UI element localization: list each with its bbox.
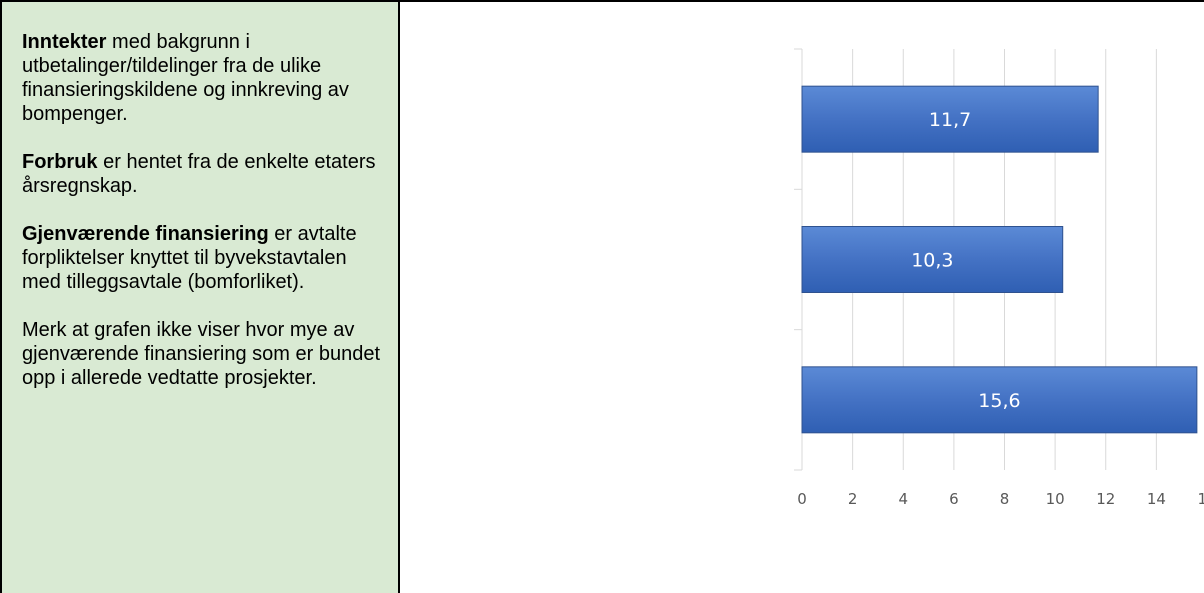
x-tick-label: 8 <box>1000 490 1010 508</box>
x-tick-label: 10 <box>1046 490 1065 508</box>
paragraph: Gjenværende finansiering er avtalte forp… <box>22 222 386 294</box>
bar <box>801 366 1198 434</box>
data-label: 10,3 <box>911 250 953 272</box>
paragraph-text: med bakgrunn i utbetalinger/tildelinger … <box>22 31 349 125</box>
x-tick-label: 16 <box>1197 490 1204 508</box>
paragraph-text: er hentet fra de enkelte etaters årsregn… <box>22 151 376 197</box>
x-tick-label: 2 <box>848 490 858 508</box>
bold-term: Gjenværende finansiering <box>22 223 269 245</box>
x-tick-label: 12 <box>1096 490 1115 508</box>
x-tick-label: 6 <box>949 490 959 508</box>
data-label: 11,7 <box>929 109 971 131</box>
x-tick-label: 0 <box>797 490 807 508</box>
paragraph-text: Merk at grafen ikke viser hvor mye av gj… <box>22 319 380 389</box>
paragraph: Forbruk er hentet fra de enkelte etaters… <box>22 150 386 198</box>
bar <box>801 226 1064 293</box>
bold-term: Forbruk <box>22 151 98 173</box>
bold-term: Inntekter <box>22 31 107 53</box>
data-label: 15,6 <box>978 390 1020 412</box>
text-panel: Inntekter med bakgrunn i utbetalinger/ti… <box>2 2 400 593</box>
x-tick-label: 4 <box>898 490 908 508</box>
paragraph-text: er avtalte forpliktelser knyttet til byv… <box>22 223 357 293</box>
x-tick-label: 14 <box>1147 490 1166 508</box>
paragraph: Inntekter med bakgrunn i utbetalinger/ti… <box>22 30 386 126</box>
paragraph: Merk at grafen ikke viser hvor mye av gj… <box>22 318 386 390</box>
bar <box>801 85 1099 153</box>
